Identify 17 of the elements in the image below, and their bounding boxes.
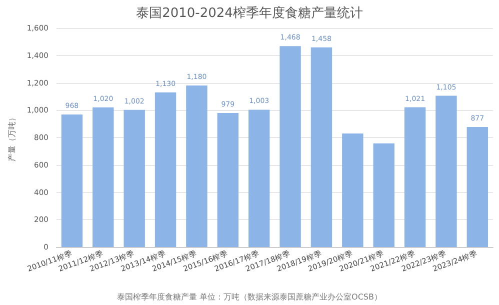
bar — [154, 92, 176, 247]
bar — [92, 107, 114, 247]
bar — [61, 114, 83, 247]
bar — [124, 110, 145, 247]
bar — [248, 110, 270, 247]
chart-title: 泰国2010-2024榨季年度食糖产量统计 — [136, 5, 363, 21]
bar — [466, 126, 488, 247]
bar — [186, 85, 208, 247]
bar — [310, 47, 332, 247]
bar — [373, 143, 394, 247]
bar — [280, 46, 301, 247]
y-axis-title: 产量（万吨） — [8, 114, 16, 162]
bar — [342, 134, 364, 247]
text: 泰国榨季年度食糖产量 单位：万吨（数据来源泰国蔗糖产业办公室OCSB） — [117, 292, 382, 302]
bar — [404, 107, 426, 247]
bar — [217, 113, 239, 247]
bar — [436, 96, 457, 247]
